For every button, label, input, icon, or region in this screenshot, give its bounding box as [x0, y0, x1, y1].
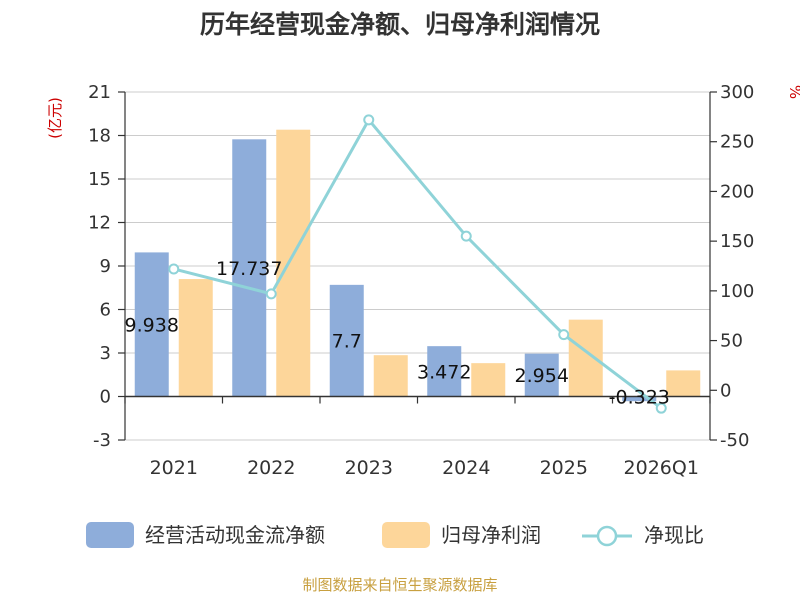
x-axis-category-label: 2026Q1 — [624, 457, 699, 479]
x-axis-category-label: 2021 — [150, 457, 198, 479]
right-axis-tick-label: 250 — [720, 132, 754, 153]
legend-label-operating-cash-flow: 经营活动现金流净额 — [145, 523, 325, 547]
x-axis-category-label: 2022 — [247, 457, 295, 479]
left-axis-tick-label: 21 — [88, 82, 111, 103]
x-axis-category-label: 2025 — [540, 457, 588, 479]
left-axis-tick-label: 15 — [88, 169, 111, 190]
left-axis-tick-label: 9 — [100, 256, 111, 277]
data-label-operating-cash-flow: 2.954 — [515, 365, 569, 387]
bar-net-profit — [373, 355, 408, 397]
bar-operating-cash-flow — [134, 252, 169, 397]
ratio-point — [363, 114, 375, 126]
bar-net-profit — [666, 370, 701, 397]
data-labels-layer: 9.938 17.737 7.7 3.472 2.954 -0.323 — [125, 258, 670, 409]
left-axis-tick-label: 3 — [100, 343, 111, 364]
legend-marker-ratio — [596, 525, 618, 547]
right-axis-tick-label: -50 — [720, 430, 749, 451]
x-axis-category-label: 2023 — [345, 457, 393, 479]
data-source-note: 制图数据来自恒生聚源数据库 — [302, 576, 497, 594]
bar-operating-cash-flow — [329, 284, 364, 397]
bar-operating-cash-flow — [232, 139, 267, 397]
right-axis-tick-label: 100 — [720, 281, 754, 302]
right-axis-unit: % — [786, 85, 800, 99]
legend-label-net-profit: 归母净利润 — [441, 523, 541, 547]
data-label-operating-cash-flow: -0.323 — [609, 387, 670, 409]
bar-net-profit — [178, 279, 213, 397]
bar-net-profit — [276, 129, 311, 397]
data-label-operating-cash-flow: 3.472 — [417, 361, 471, 383]
legend-label-ratio: 净现比 — [644, 523, 704, 547]
x-axis-category-label: 2024 — [442, 457, 490, 479]
ratio-line-layer — [168, 114, 667, 414]
chart-title: 历年经营现金净额、归母净利润情况 — [200, 10, 600, 39]
left-axis-tick-label: 0 — [100, 387, 111, 408]
bar-net-profit — [568, 319, 603, 397]
left-axis-tick-label: 6 — [100, 300, 111, 321]
left-axis-tick-label: 12 — [88, 213, 111, 234]
right-axis-tick-label: 0 — [720, 380, 731, 401]
ratio-point — [168, 263, 180, 275]
bar-net-profit — [471, 363, 506, 397]
bar-operating-cash-flow — [622, 396, 657, 402]
left-axis-unit: (亿元) — [46, 97, 64, 139]
data-label-operating-cash-flow: 7.7 — [332, 331, 362, 353]
bar-operating-cash-flow — [427, 346, 462, 397]
legend-swatch-net-profit — [382, 522, 430, 548]
data-label-operating-cash-flow: 17.737 — [216, 258, 282, 280]
ratio-point — [558, 329, 570, 341]
legend-swatch-operating-cash-flow — [86, 522, 134, 548]
bar-operating-cash-flow — [524, 353, 559, 397]
right-axis-tick-label: 200 — [720, 181, 754, 202]
right-axis-tick-label: 150 — [720, 231, 754, 252]
ratio-point — [460, 230, 472, 242]
left-axis-tick-label: 18 — [88, 126, 111, 147]
left-axis-tick-label: -3 — [93, 430, 111, 451]
legend: 经营活动现金流净额 归母净利润 净现比 — [86, 522, 704, 548]
data-label-operating-cash-flow: 9.938 — [125, 314, 179, 336]
axes-layer: 21 18 15 12 9 6 3 0 -3 300 250 200 150 100 50 0 -50 2021 2… — [88, 82, 754, 479]
ratio-point — [265, 288, 277, 300]
right-axis-tick-label: 50 — [720, 331, 743, 352]
ratio-point — [655, 402, 667, 414]
right-axis-tick-label: 300 — [720, 82, 754, 103]
ratio-line — [173, 117, 663, 410]
